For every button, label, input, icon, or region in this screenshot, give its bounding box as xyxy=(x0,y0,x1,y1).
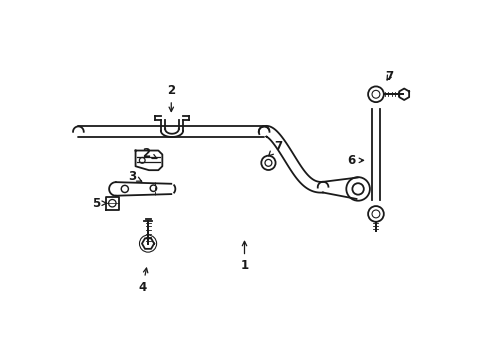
Text: 2: 2 xyxy=(142,147,157,160)
Text: 2: 2 xyxy=(167,84,175,112)
Text: 1: 1 xyxy=(240,241,248,272)
Text: 6: 6 xyxy=(347,154,363,167)
Text: 7: 7 xyxy=(268,140,282,156)
Text: 3: 3 xyxy=(128,170,142,183)
Text: 4: 4 xyxy=(138,268,147,294)
Text: 7: 7 xyxy=(385,70,392,83)
Text: 5: 5 xyxy=(92,197,106,210)
